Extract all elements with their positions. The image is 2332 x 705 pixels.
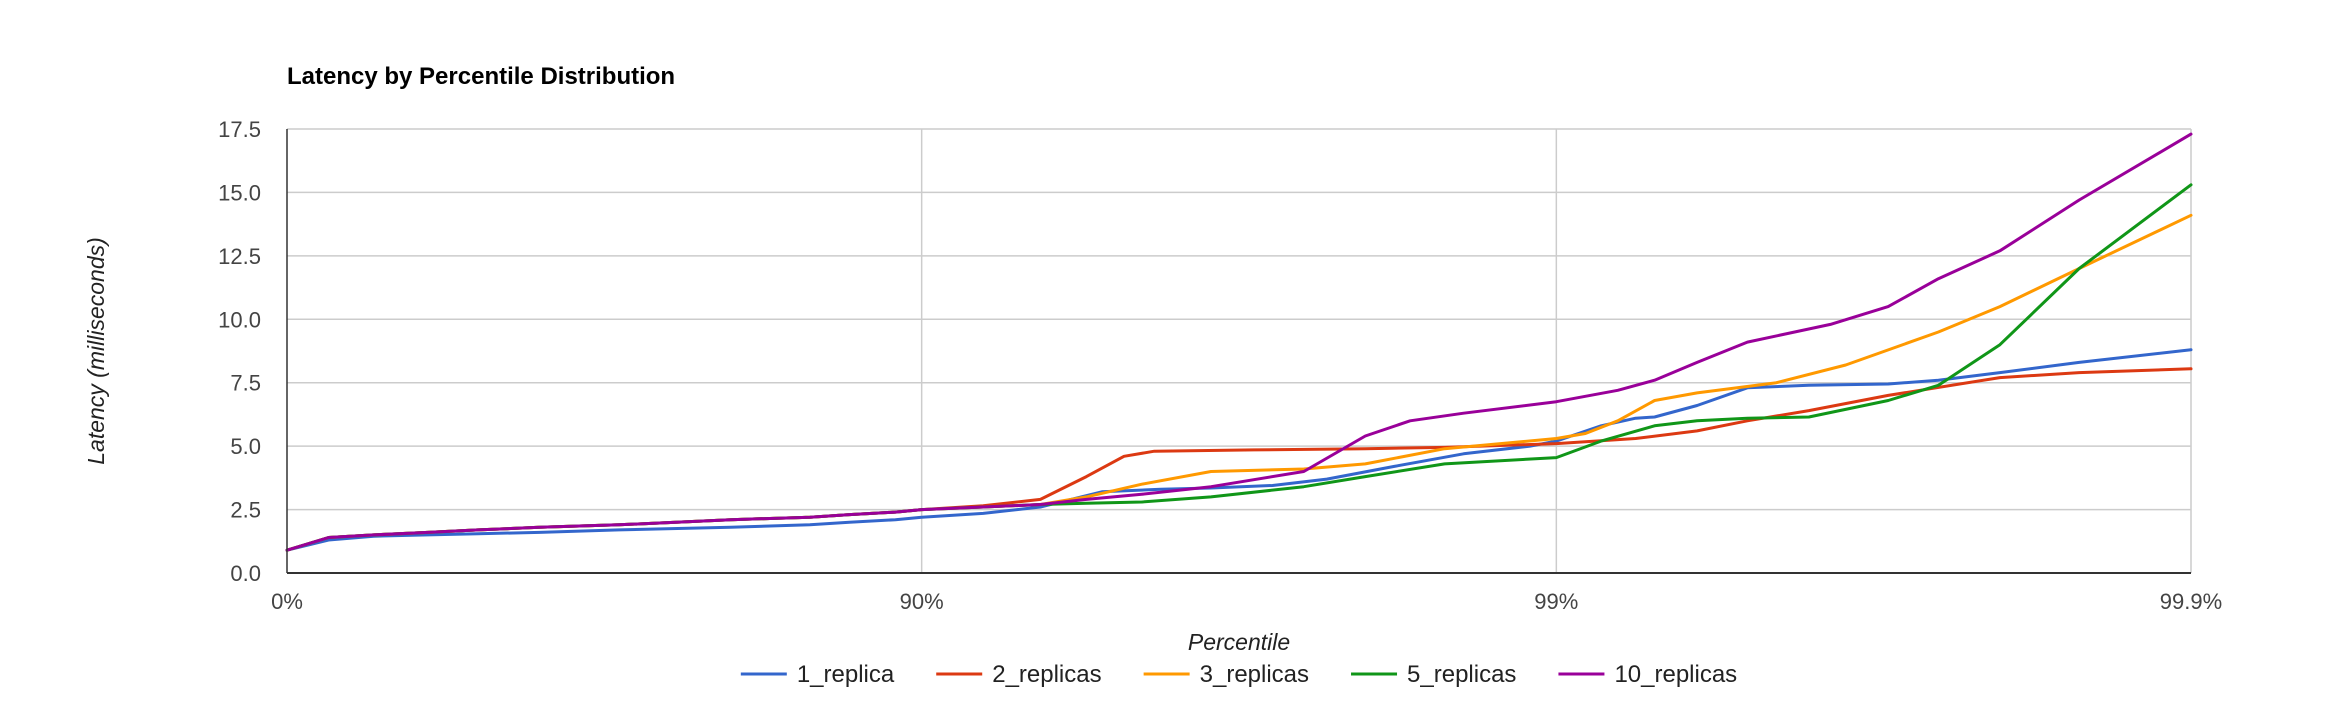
y-tick-label: 15.0 xyxy=(218,180,261,205)
grid-lines xyxy=(287,128,2192,574)
legend-label-1_replica[interactable]: 1_replica xyxy=(797,661,895,688)
y-tick-label: 17.5 xyxy=(218,117,261,142)
series-line-10_replicas xyxy=(285,132,2193,552)
axes: 0.0 2.5 5.0 7.5 10.0 12.5 15.0 17.5 0% 90% 99% 99.9… xyxy=(218,117,2222,614)
legend-label-10_replicas[interactable]: 10_replicas xyxy=(1614,661,1737,688)
x-axis-title: Percentile xyxy=(1188,629,1290,655)
y-tick-label: 0.0 xyxy=(230,561,261,586)
series-line-1_replica xyxy=(285,348,2193,552)
x-tick-label: 0% xyxy=(271,589,303,614)
legend-label-5_replicas[interactable]: 5_replicas xyxy=(1407,661,1516,688)
y-tick-label: 10.0 xyxy=(218,307,261,332)
series-line-5_replicas xyxy=(285,183,2193,552)
x-tick-label: 99.9% xyxy=(2160,589,2222,614)
legend-label-2_replicas[interactable]: 2_replicas xyxy=(992,661,1101,688)
y-tick-label: 7.5 xyxy=(230,371,261,396)
x-tick-label: 99% xyxy=(1534,589,1578,614)
legend-label-3_replicas[interactable]: 3_replicas xyxy=(1200,661,1309,688)
series-layer xyxy=(285,132,2193,552)
legend: 1_replica 2_replicas 3_replicas 5_replicas 1… xyxy=(740,661,1737,688)
y-tick-label: 12.5 xyxy=(218,244,261,269)
chart-title: Latency by Percentile Distribution xyxy=(287,63,675,90)
y-tick-label: 5.0 xyxy=(230,434,261,459)
x-tick-label: 90% xyxy=(900,589,944,614)
y-tick-label: 2.5 xyxy=(230,498,261,523)
y-axis-title: Latency (milliseconds) xyxy=(83,237,109,465)
